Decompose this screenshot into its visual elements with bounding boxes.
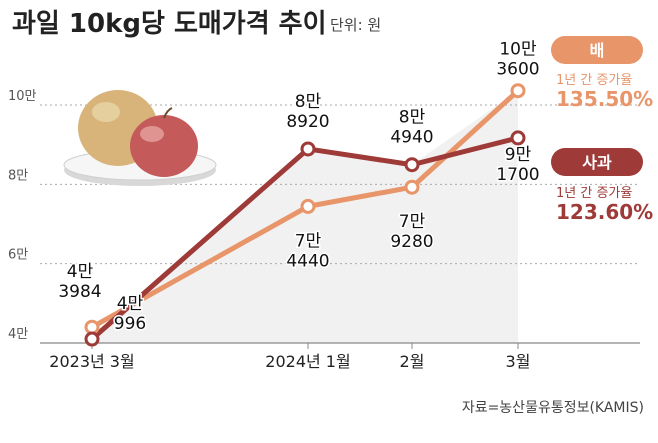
source-note: 자료=농산물유통정보(KAMIS) [462,400,644,416]
chart-title: 과일 10kg당 도매가격 추이 [12,9,327,39]
pear-rate-label: 1년 간 증가율 [556,73,632,88]
apple-rate-value: 123.60% [556,200,653,224]
series-point-1 [510,130,526,146]
legend-pear-label: 배 [590,41,605,60]
x-tick-label: 2024년 1월 [265,352,350,371]
fruit-illustration-icon [63,90,217,186]
x-tick-label: 2023년 3월 [49,352,134,371]
legend-apple-label: 사과 [582,153,612,172]
series-lines [90,88,520,341]
series-line-0 [90,88,520,330]
y-tick-label: 10만 [8,89,37,104]
legend-apple: 사과 1년 간 증가율 123.60% [551,148,653,224]
chart-shaded-area [92,90,518,343]
y-tick-label: 6만 [8,248,28,263]
y-tick-label: 8만 [8,168,28,183]
series-point-0 [510,83,526,99]
data-label-1: 8920 [286,112,329,132]
x-axis-ticks: 2023년 3월 2024년 1월 2월 3월 [49,343,530,371]
series-point-1 [300,141,316,157]
legend-pear: 배 1년 간 증가율 135.50% [551,36,653,111]
data-label-1: 996 [114,314,146,334]
pear-rate-value: 135.50% [556,87,653,111]
data-label-0: 4만 [67,262,94,282]
series-point-0 [300,198,316,214]
series-points [84,83,526,347]
data-label-0: 3600 [496,60,539,80]
y-tick-label: 4만 [8,327,28,342]
data-label-0: 7만 [295,231,322,251]
series-point-0 [404,179,420,195]
data-label-1: 9만 [505,145,532,165]
data-label-0: 7만 [399,212,426,232]
data-label-1: 4940 [390,128,433,148]
data-label-1: 4만 [117,294,144,314]
data-label-0: 3984 [58,282,101,302]
data-label-0: 4440 [286,251,329,271]
x-tick-label: 3월 [506,352,531,371]
apple-rate-label: 1년 간 증가율 [556,186,632,201]
data-label-0: 9280 [390,232,433,252]
series-point-1 [404,157,420,173]
chart-unit: 단위: 원 [330,16,381,34]
data-label-0: 10만 [499,40,537,60]
series-line-1 [90,135,519,341]
series-point-1 [84,331,100,347]
data-label-1: 8만 [295,92,322,112]
data-label-1: 8만 [399,108,426,128]
series-point-0 [84,319,100,335]
y-axis-ticks: 4만 6만 8만 10만 [8,89,37,342]
x-tick-label: 2월 [400,352,425,371]
data-label-1: 1700 [496,165,539,185]
